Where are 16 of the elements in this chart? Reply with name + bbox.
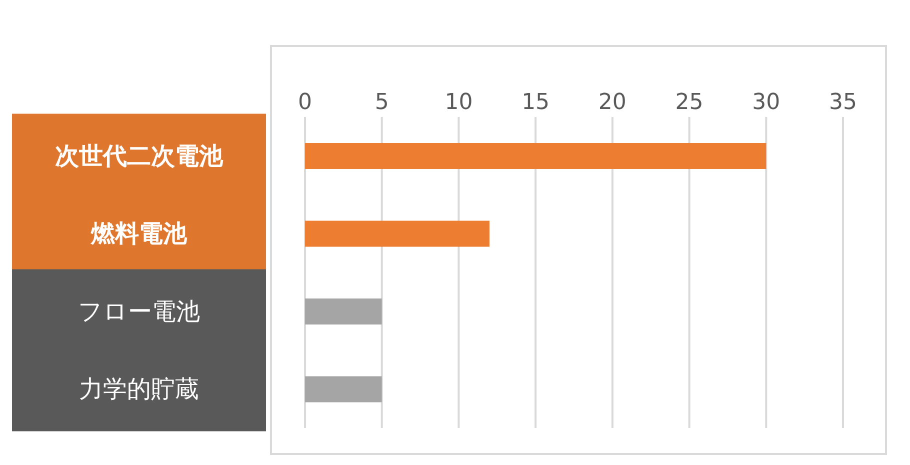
y-tick-label: 燃料電池: [90, 220, 188, 248]
bar: [305, 143, 766, 169]
x-tick-label: 25: [675, 90, 704, 115]
y-tick-label: 次世代二次電池: [55, 142, 224, 170]
x-tick-label: 10: [444, 90, 473, 115]
x-tick-label: 0: [298, 90, 312, 115]
bar: [305, 220, 490, 247]
x-tick-label: 20: [598, 90, 626, 115]
y-tick-label: フロー電池: [78, 297, 200, 326]
x-tick-label: 30: [752, 90, 780, 115]
bar: [305, 298, 382, 324]
y-tick-label: 力学的貯蔵: [79, 375, 199, 404]
x-tick-label: 35: [829, 90, 857, 115]
x-tick-label: 5: [374, 90, 389, 115]
x-tick-label: 15: [522, 90, 550, 115]
bar: [305, 376, 382, 402]
